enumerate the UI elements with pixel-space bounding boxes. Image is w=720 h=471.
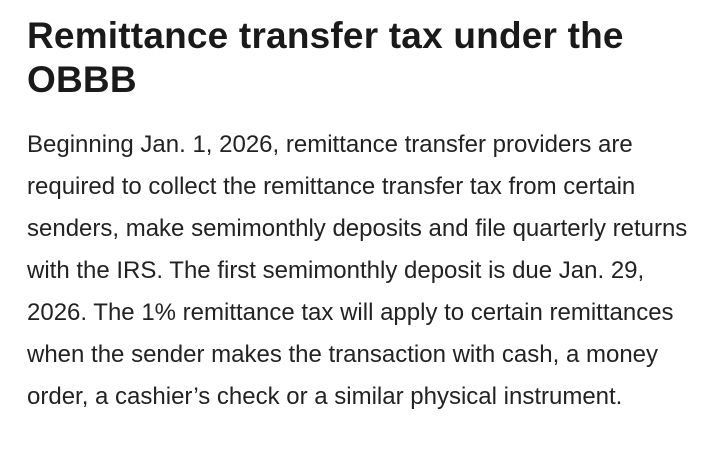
body-paragraph: Beginning Jan. 1, 2026, remittance trans… [27,131,688,410]
section-heading: Remittance transfer tax under the OBBB [27,15,624,100]
